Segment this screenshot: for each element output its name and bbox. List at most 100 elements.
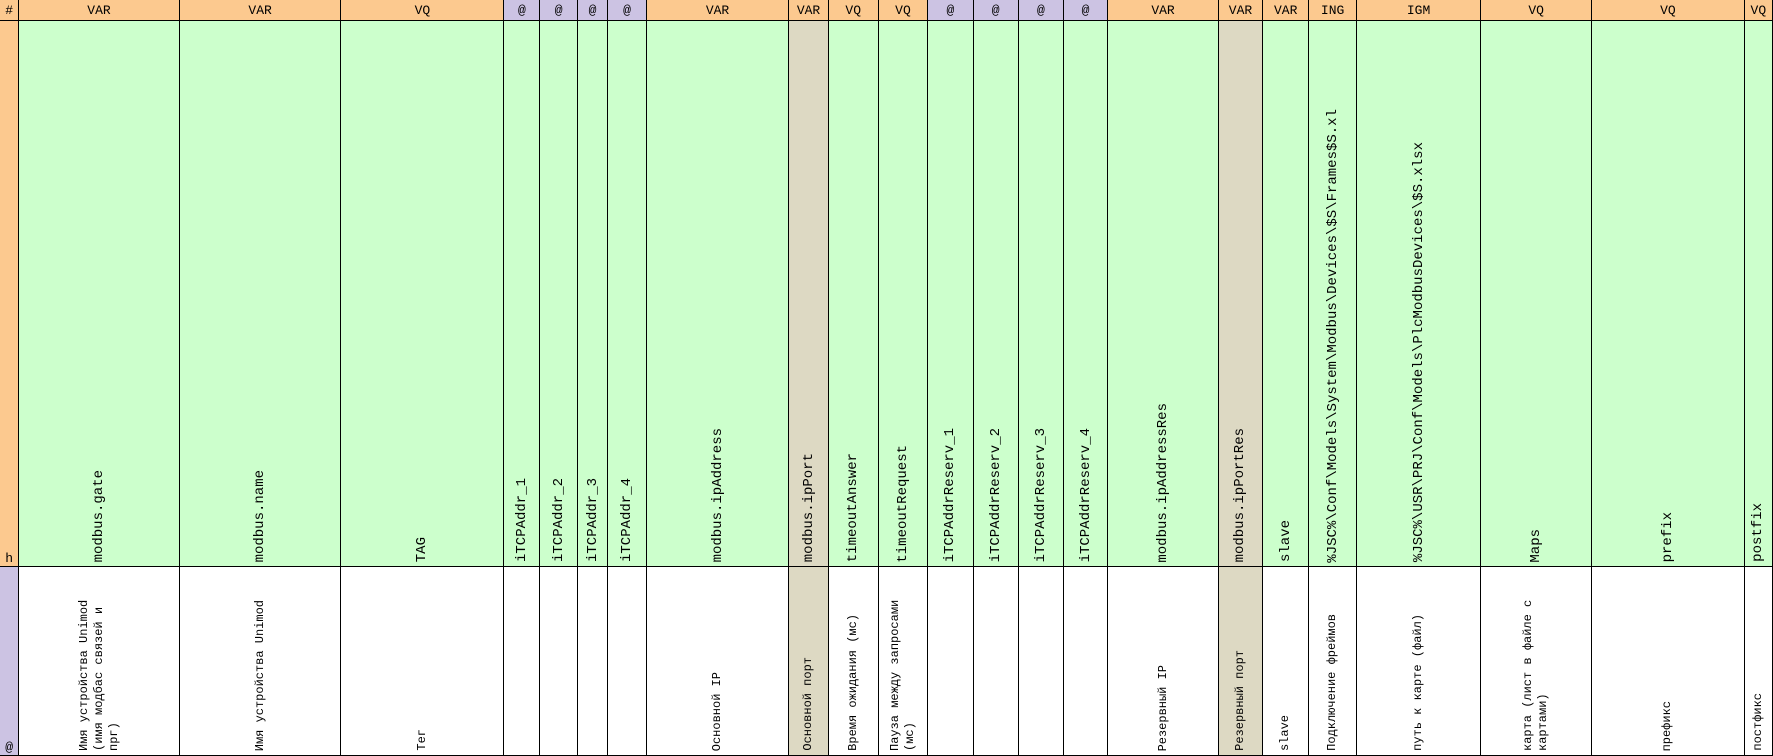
description: постфикс <box>1744 567 1773 756</box>
column-type: VQ <box>1592 0 1745 22</box>
field-name: iTCPAddr_3 <box>577 21 609 568</box>
description: Резервный порт <box>1218 567 1264 756</box>
field-name: modbus.name <box>179 21 342 568</box>
field-name: prefix <box>1592 21 1745 568</box>
field-name: modbus.ipPort <box>789 21 829 568</box>
field-name: iTCPAddrReserv_3 <box>1018 21 1064 568</box>
column-type-text: VAR <box>705 2 730 18</box>
column-type-text: VQ <box>845 2 861 18</box>
field-name-text: TAG <box>414 537 431 563</box>
field-name: modbus.ipPortRes <box>1218 21 1264 568</box>
column-type-text: VAR <box>87 2 111 18</box>
field-name-text: Maps <box>1528 528 1545 563</box>
field-name-text: iTCPAddrReserv_3 <box>1032 427 1049 563</box>
field-name: timeoutAnswer <box>828 21 879 568</box>
field-name: modbus.gate <box>19 21 180 568</box>
field-name: iTCPAddrReserv_2 <box>973 21 1019 568</box>
field-name: timeoutRequest <box>878 21 929 568</box>
column-type-text: @ <box>517 2 526 18</box>
field-name-text: iTCPAddrReserv_4 <box>1077 427 1094 563</box>
description <box>577 567 609 756</box>
description: Основной порт <box>789 567 829 756</box>
row-label-text: h <box>5 551 14 567</box>
column-type-text: VAR <box>1151 2 1175 18</box>
column-type-text: VQ <box>1750 2 1767 18</box>
field-name-text: postfix <box>1750 503 1767 563</box>
column-type-text: VAR <box>248 2 272 18</box>
row-label-text: @ <box>5 739 14 755</box>
column-type-text: @ <box>554 2 563 18</box>
field-name: iTCPAddrReserv_4 <box>1064 21 1109 568</box>
column-type: VAR <box>179 0 342 22</box>
column-type: @ <box>973 0 1019 22</box>
description-text: Основной IP <box>710 671 725 751</box>
column-type: IGM <box>1356 0 1482 22</box>
column-type: @ <box>1064 0 1109 22</box>
description-text: Основной порт <box>801 657 816 751</box>
column-type-text: @ <box>1036 2 1045 18</box>
column-type: VAR <box>19 0 180 22</box>
description: slave <box>1263 567 1310 756</box>
column-type-text: VAR <box>1274 2 1298 18</box>
field-name-text: modbus.ipPort <box>800 453 817 563</box>
corner: # <box>0 0 20 22</box>
column-type-text: ING <box>1320 2 1345 18</box>
column-type: VQ <box>1744 0 1773 22</box>
description-text: Пауза между запросами (мс) <box>887 599 917 751</box>
description <box>973 567 1019 756</box>
description: Пауза между запросами (мс) <box>878 567 929 756</box>
column-type: VQ <box>1481 0 1593 22</box>
field-name-text: iTCPAddr_4 <box>619 478 636 563</box>
column-type-text: @ <box>946 2 955 18</box>
field-name-text: slave <box>1277 520 1294 563</box>
column-type: VAR <box>1263 0 1310 22</box>
description <box>504 567 541 756</box>
column-type-text: IGM <box>1406 2 1431 18</box>
field-name-text: prefix <box>1659 511 1676 563</box>
field-name: %JSC%\Conf\Models\System\Modbus\Devices\… <box>1309 21 1357 568</box>
column-type-text: VAR <box>1228 2 1253 18</box>
description: Подключение фреймов <box>1309 567 1357 756</box>
field-name: iTCPAddr_4 <box>608 21 647 568</box>
column-type-text: VQ <box>895 2 911 18</box>
description: Основной IP <box>646 567 790 756</box>
description-text: постфикс <box>1750 693 1765 751</box>
description-text: slave <box>1278 714 1293 751</box>
column-type-text: VQ <box>414 2 431 18</box>
column-type: VAR <box>1218 0 1264 22</box>
column-type: VQ <box>341 0 505 22</box>
description-text: Время ожидания (мс) <box>845 614 860 751</box>
column-type-text: @ <box>588 2 597 18</box>
column-type: @ <box>608 0 647 22</box>
field-name: iTCPAddrReserv_1 <box>928 21 974 568</box>
description-text: карта (лист в файле с картами) <box>1521 599 1551 751</box>
field-name: modbus.ipAddress <box>646 21 790 568</box>
description-text: Резервный порт <box>1232 650 1247 751</box>
column-type-text: @ <box>991 2 1000 18</box>
column-type: VQ <box>828 0 879 22</box>
column-type: VAR <box>1108 0 1219 22</box>
column-type: VAR <box>789 0 829 22</box>
description <box>608 567 647 756</box>
field-name-text: %JSC%\USR\PRJ\Conf\Models\PlcModbusDevic… <box>1410 142 1427 563</box>
column-type: ING <box>1309 0 1357 22</box>
description-text: префикс <box>1660 700 1675 751</box>
column-type: VQ <box>878 0 929 22</box>
field-name: %JSC%\USR\PRJ\Conf\Models\PlcModbusDevic… <box>1356 21 1482 568</box>
description-text: путь к карте (файл) <box>1411 614 1426 751</box>
field-name-text: modbus.ipAddressRes <box>1155 402 1172 563</box>
description-text: Имя устройства Unimod (имя модбас связей… <box>76 599 121 751</box>
field-name: iTCPAddr_1 <box>504 21 541 568</box>
column-type-text: @ <box>1081 2 1090 18</box>
column-type: @ <box>577 0 609 22</box>
description <box>1018 567 1064 756</box>
column-type-text: VQ <box>1528 2 1544 18</box>
field-name-text: iTCPAddr_2 <box>550 478 567 563</box>
field-name-text: timeoutAnswer <box>845 453 862 563</box>
description: Тег <box>341 567 505 756</box>
description: Имя устройства Unimod (имя модбас связей… <box>19 567 180 756</box>
column-type: @ <box>1018 0 1064 22</box>
field-name: iTCPAddr_2 <box>540 21 578 568</box>
